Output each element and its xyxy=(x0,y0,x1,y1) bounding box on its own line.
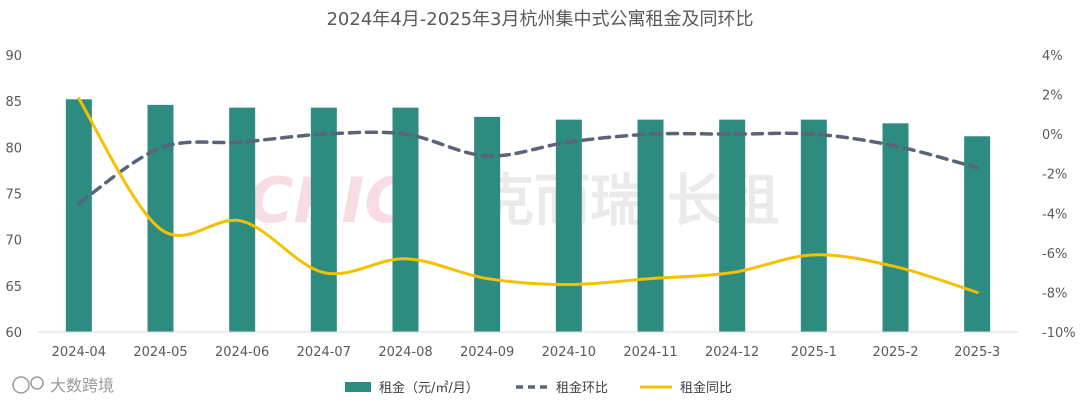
x-tick-label: 2024-09 xyxy=(460,345,514,360)
chart-title: 2024年4月-2025年3月杭州集中式公寓租金及同环比 xyxy=(326,9,753,30)
right-tick-label: 4% xyxy=(1042,49,1063,64)
right-tick-label: 0% xyxy=(1042,128,1063,143)
x-tick-label: 2025-1 xyxy=(791,345,837,360)
bar xyxy=(310,107,337,332)
legend-label-mom: 租金环比 xyxy=(556,380,608,396)
left-tick-label: 75 xyxy=(5,188,22,203)
right-tick-label: 2% xyxy=(1042,89,1063,104)
legend: 租金（元/㎡/月） 租金环比 租金同比 xyxy=(345,380,732,396)
bar xyxy=(719,119,746,332)
right-tick-label: -6% xyxy=(1042,247,1067,262)
bar xyxy=(637,119,664,332)
bar xyxy=(882,123,909,333)
x-tick-label: 2024-07 xyxy=(297,345,351,360)
source-mark-text: 大数跨境 xyxy=(50,376,114,395)
left-tick-label: 80 xyxy=(5,141,22,156)
x-tick-label: 2025-3 xyxy=(954,345,1000,360)
bar xyxy=(65,99,92,332)
legend-label-bar: 租金（元/㎡/月） xyxy=(379,380,479,396)
left-tick-label: 85 xyxy=(5,95,22,110)
line-series xyxy=(77,97,979,294)
left-axis: 60 65 70 75 80 85 90 xyxy=(5,49,22,341)
left-tick-label: 70 xyxy=(5,234,22,249)
legend-swatch-bar xyxy=(345,382,371,392)
source-logo-icon-dot xyxy=(30,376,44,390)
right-tick-label: -2% xyxy=(1042,168,1067,183)
line-yoy xyxy=(77,97,979,294)
x-tick-label: 2024-05 xyxy=(133,345,187,360)
bar xyxy=(474,116,501,332)
x-tick-label: 2025-2 xyxy=(872,345,918,360)
bar xyxy=(800,119,827,332)
x-tick-label: 2024-10 xyxy=(542,345,596,360)
bar xyxy=(392,107,419,332)
right-axis: -10% -8% -6% -4% -2% 0% 2% 4% xyxy=(1042,49,1076,341)
x-tick-label: 2024-11 xyxy=(623,345,677,360)
legend-label-yoy: 租金同比 xyxy=(680,380,732,396)
x-tick-label: 2024-12 xyxy=(705,345,759,360)
right-tick-label: -10% xyxy=(1042,326,1076,341)
bar xyxy=(555,119,582,332)
left-tick-label: 60 xyxy=(5,326,22,341)
bar xyxy=(147,104,174,332)
x-tick-label: 2024-04 xyxy=(52,345,106,360)
line-mom xyxy=(77,130,979,206)
x-axis: 2024-04 2024-05 2024-06 2024-07 2024-08 2024-… xyxy=(52,345,1001,360)
left-tick-label: 90 xyxy=(5,49,22,64)
right-tick-label: -8% xyxy=(1042,286,1067,301)
source-logo-icon xyxy=(12,376,30,394)
x-tick-label: 2024-06 xyxy=(215,345,269,360)
bar xyxy=(964,136,991,332)
left-tick-label: 65 xyxy=(5,280,22,295)
source-mark: 大数跨境 xyxy=(12,376,114,395)
right-tick-label: -4% xyxy=(1042,207,1067,222)
x-tick-label: 2024-08 xyxy=(378,345,432,360)
